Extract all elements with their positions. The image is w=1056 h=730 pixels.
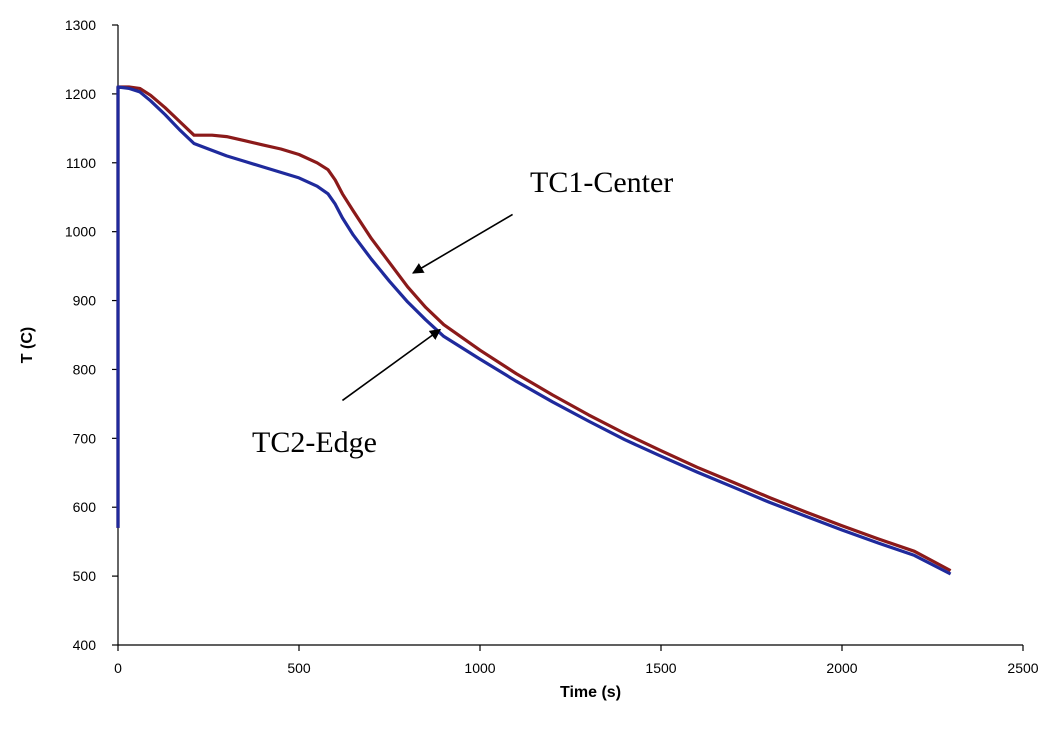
y-tick-label: 600	[73, 499, 97, 515]
y-tick-label: 1300	[65, 17, 96, 33]
series-layer	[116, 85, 952, 576]
y-tick-label: 1000	[65, 224, 96, 240]
annotation-label: TC1-Center	[530, 166, 673, 199]
annotation-arrow	[412, 213, 513, 274]
x-tick-label: 0	[114, 660, 122, 676]
axes: 0 500 1000 1500 2000 2500 400 500 600 700 800 900 10…	[65, 17, 1039, 676]
y-tick-label: 800	[73, 361, 97, 377]
y-tick-label: 700	[73, 430, 97, 446]
annotation-arrow	[341, 328, 442, 402]
x-tick-label: 500	[287, 660, 311, 676]
y-tick-label: 1100	[66, 155, 96, 171]
x-tick-label: 1500	[645, 660, 676, 676]
annotations-layer: TC1-Center TC2-Edge	[252, 166, 673, 459]
y-tick-label: 1200	[65, 86, 96, 102]
y-tick-label: 900	[73, 293, 97, 309]
x-axis-title: Time (s)	[560, 684, 621, 701]
y-axis-title: T (C)	[19, 327, 36, 363]
annotation-label: TC2-Edge	[252, 426, 377, 459]
y-tick-label: 500	[73, 568, 97, 584]
series-line-tc1-center	[116, 85, 952, 573]
x-tick-label: 1000	[464, 660, 495, 676]
x-tick-label: 2000	[826, 660, 857, 676]
y-tick-label: 400	[73, 637, 97, 653]
series-line-tc2-edge	[116, 85, 952, 576]
x-tick-label: 2500	[1007, 660, 1038, 676]
